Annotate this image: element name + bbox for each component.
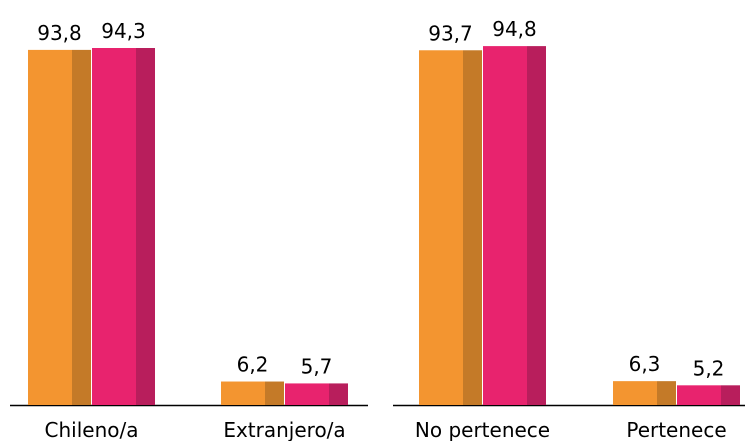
- bar: [285, 383, 348, 405]
- category-label: Pertenece: [626, 418, 726, 441]
- bar-side-face: [136, 48, 155, 405]
- data-label: 5,7: [301, 354, 333, 378]
- bar: [613, 381, 676, 405]
- bar: [221, 381, 284, 405]
- bar-front-face: [285, 383, 329, 405]
- category-label: No pertenece: [415, 418, 550, 441]
- data-label: 94,8: [492, 17, 537, 41]
- bar: [677, 385, 740, 405]
- bar-side-face: [527, 46, 546, 405]
- bar-front-face: [92, 48, 136, 405]
- bar-side-face: [329, 383, 348, 405]
- bar-front-face: [28, 49, 72, 406]
- bar-front-face: [483, 46, 527, 405]
- bar: [483, 46, 546, 405]
- data-label: 93,7: [428, 21, 473, 45]
- data-label: 93,8: [37, 21, 82, 45]
- data-label: 6,2: [237, 353, 269, 377]
- bar: [419, 50, 482, 405]
- bar-side-face: [463, 50, 482, 405]
- bar-side-face: [721, 385, 740, 405]
- category-label: Extranjero/a: [223, 418, 345, 441]
- bar-front-face: [419, 50, 463, 405]
- bar-side-face: [657, 381, 676, 405]
- bar: [28, 49, 91, 406]
- chart-panel-2: 93,7 94,8 No pertenece 6,3 5,2 Pertenece: [393, 17, 745, 442]
- category-label: Chileno/a: [45, 418, 139, 441]
- bar-front-face: [613, 381, 657, 405]
- data-label: 94,3: [101, 19, 146, 43]
- data-label: 6,3: [629, 352, 661, 376]
- bar-front-face: [221, 381, 265, 405]
- bar-side-face: [265, 381, 284, 405]
- bar-side-face: [72, 49, 91, 406]
- bar: [92, 48, 155, 405]
- chart-panel-1: 93,8 94,3 Chileno/a 6,2 5,7 Extranjero/a: [10, 19, 368, 442]
- data-label: 5,2: [693, 356, 725, 380]
- bar-front-face: [677, 385, 721, 405]
